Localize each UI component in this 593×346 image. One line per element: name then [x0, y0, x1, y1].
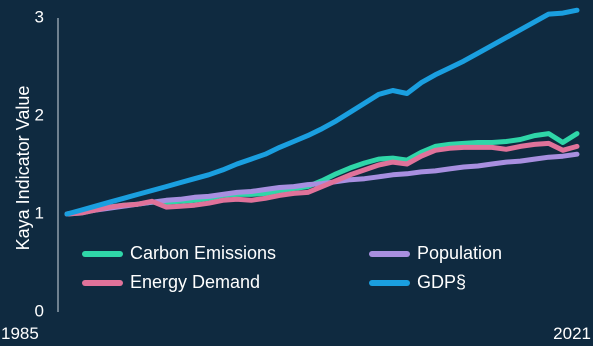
legend-item-gdp: GDP§ — [369, 272, 466, 292]
legend: Carbon Emissions Population Energy Demand G… — [82, 243, 502, 292]
y-tick-label: 1 — [35, 203, 44, 222]
y-tick-label: 0 — [35, 301, 44, 320]
x-tick-label: 2021 — [553, 324, 591, 343]
y-axis-title: Kaya Indicator Value — [13, 86, 33, 251]
x-tick-labels: 1985 2021 — [1, 324, 591, 343]
y-tick-labels: 0 1 2 3 — [35, 7, 44, 320]
series-line-gdp — [64, 7, 580, 217]
legend-label: Carbon Emissions — [130, 243, 276, 263]
legend-item-population: Population — [369, 243, 502, 263]
y-tick-label: 3 — [35, 7, 44, 26]
legend-item-carbon-emissions: Carbon Emissions — [82, 243, 276, 263]
series-lines — [64, 7, 580, 217]
legend-label: Population — [417, 243, 502, 263]
legend-label: GDP§ — [417, 272, 466, 292]
x-tick-label: 1985 — [1, 324, 39, 343]
legend-item-energy-demand: Energy Demand — [82, 272, 260, 292]
series-line-energy-demand — [64, 140, 580, 217]
legend-label: Energy Demand — [130, 272, 260, 292]
y-tick-label: 2 — [35, 105, 44, 124]
